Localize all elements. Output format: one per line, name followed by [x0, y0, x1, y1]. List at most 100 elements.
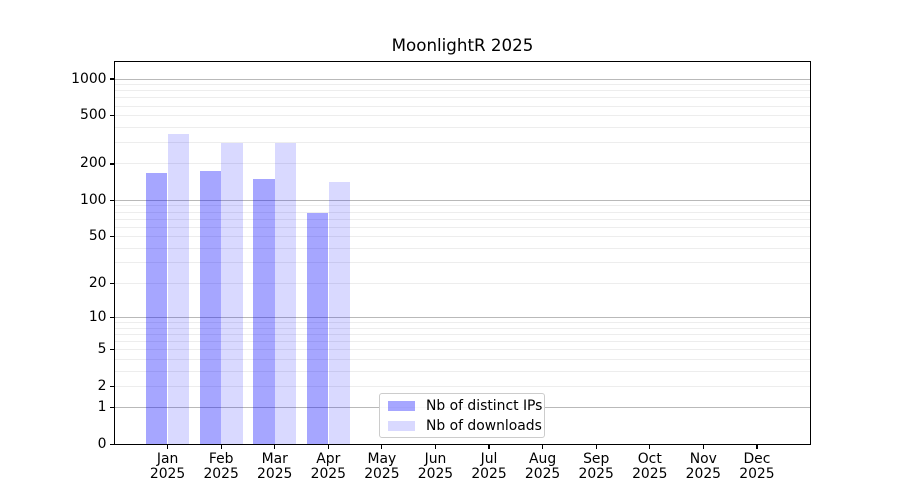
- bar-distinct-ips-jan: [146, 172, 168, 445]
- legend-item-distinct-ips: Nb of distinct IPs: [388, 396, 544, 416]
- gridline-minor-40: [114, 247, 811, 249]
- y-tick-label-1: 1: [97, 399, 107, 416]
- x-tick-year: 2025: [364, 466, 400, 482]
- x-tick-month: Nov: [689, 450, 717, 467]
- x-tick-mark-oct: [649, 444, 651, 449]
- x-tick-label-feb: Feb 2025: [189, 451, 253, 483]
- gridline-minor-90: [114, 205, 811, 207]
- x-tick-label-may: May 2025: [350, 450, 414, 483]
- x-tick-year: 2025: [310, 466, 346, 482]
- gridline-minor-300: [114, 142, 811, 144]
- x-tick-month: Sep: [583, 450, 610, 467]
- x-tick-mark-jan: [166, 444, 169, 449]
- gridline-major-1000: [114, 78, 811, 80]
- y-tick-label-2: 2: [97, 377, 107, 394]
- gridline-minor-20: [114, 282, 811, 284]
- x-tick-month: Jul: [480, 450, 498, 467]
- x-tick-mark-apr: [327, 444, 329, 449]
- x-tick-year: 2025: [739, 466, 775, 482]
- x-tick-mark-feb: [220, 444, 222, 449]
- y-tick-mark-100: [109, 199, 114, 201]
- gridline-minor-9: [114, 322, 811, 324]
- x-tick-month: May: [367, 450, 397, 467]
- x-tick-label-dec: Dec 2025: [725, 450, 789, 483]
- x-tick-year: 2025: [203, 466, 239, 482]
- y-tick-label-10: 10: [88, 309, 107, 326]
- x-tick-mark-aug: [542, 444, 544, 449]
- gridline-minor-60: [114, 226, 811, 228]
- y-tick-label-200: 200: [79, 155, 107, 172]
- y-tick-mark-50: [109, 235, 114, 238]
- legend-swatch-downloads: [388, 421, 415, 431]
- gridline-minor-2: [114, 385, 811, 387]
- bar-downloads-feb: [221, 142, 243, 445]
- x-tick-year: 2025: [685, 466, 722, 482]
- y-tick-label-5: 5: [97, 341, 107, 358]
- x-tick-label-aug: Aug 2025: [511, 451, 575, 483]
- x-tick-label-jul: Jul 2025: [457, 450, 521, 483]
- gridline-major-100: [114, 199, 811, 201]
- x-tick-label-oct: Oct 2025: [618, 450, 682, 483]
- y-tick-label-100: 100: [79, 191, 107, 208]
- y-tick-label-20: 20: [88, 274, 107, 291]
- y-tick-mark-1000: [109, 78, 114, 80]
- y-tick-mark-1: [109, 407, 114, 409]
- x-tick-mark-dec: [756, 444, 758, 449]
- x-tick-label-jan: Jan 2025: [136, 450, 200, 483]
- gridline-minor-30: [114, 262, 811, 264]
- x-tick-month: Jun: [424, 450, 447, 467]
- bar-downloads-apr: [328, 182, 350, 445]
- y-tick-mark-200: [109, 163, 114, 165]
- x-tick-month: Jan: [156, 450, 179, 467]
- gridline-minor-6: [114, 341, 811, 343]
- x-tick-month: Mar: [261, 450, 288, 467]
- gridline-minor-800: [114, 90, 811, 92]
- x-tick-mark-mar: [274, 444, 276, 449]
- y-tick-mark-20: [109, 282, 114, 285]
- x-tick-month: Dec: [743, 450, 771, 467]
- legend-label-downloads: Nb of downloads: [426, 417, 542, 434]
- gridline-minor-4: [114, 358, 811, 360]
- y-tick-mark-5: [109, 349, 114, 351]
- gridline-major-10: [114, 317, 811, 319]
- x-tick-month: Oct: [637, 450, 662, 467]
- y-tick-label-500: 500: [79, 107, 107, 124]
- x-tick-year: 2025: [417, 466, 454, 482]
- legend-swatch-distinct-ips: [388, 401, 415, 411]
- legend-label-distinct-ips: Nb of distinct IPs: [426, 397, 543, 414]
- y-tick-label-50: 50: [88, 228, 107, 245]
- gridline-minor-600: [114, 105, 811, 107]
- x-tick-mark-jul: [488, 444, 490, 449]
- gridline-minor-80: [114, 211, 811, 213]
- gridline-minor-7: [114, 334, 811, 335]
- y-tick-mark-500: [109, 115, 114, 117]
- gridline-minor-500: [114, 115, 811, 117]
- x-tick-mark-nov: [702, 444, 704, 449]
- gridline-minor-200: [114, 163, 811, 165]
- x-tick-label-nov: Nov 2025: [671, 450, 735, 483]
- gridline-minor-70: [114, 218, 811, 220]
- gridline-minor-3: [114, 370, 811, 372]
- gridline-minor-900: [114, 84, 811, 86]
- x-tick-mark-may: [381, 444, 383, 449]
- y-tick-mark-2: [109, 385, 114, 387]
- x-tick-year: 2025: [257, 466, 293, 482]
- y-tick-label-0: 0: [97, 436, 107, 452]
- legend: Nb of distinct IPs Nb of downloads: [379, 392, 545, 438]
- x-tick-year: 2025: [471, 466, 507, 482]
- bar-distinct-ips-apr: [306, 213, 329, 445]
- gridline-minor-700: [114, 97, 811, 99]
- x-tick-mark-jun: [434, 444, 437, 449]
- x-tick-label-mar: Mar 2025: [243, 450, 307, 483]
- x-tick-year: 2025: [578, 466, 614, 482]
- x-tick-year: 2025: [524, 466, 561, 482]
- x-tick-month: Apr: [316, 450, 341, 467]
- bar-downloads-mar: [274, 142, 297, 445]
- bar-distinct-ips-mar: [253, 179, 275, 445]
- x-tick-label-sep: Sep 2025: [564, 450, 628, 483]
- y-tick-mark-10: [109, 317, 114, 319]
- y-tick-label-1000: 1000: [71, 70, 107, 87]
